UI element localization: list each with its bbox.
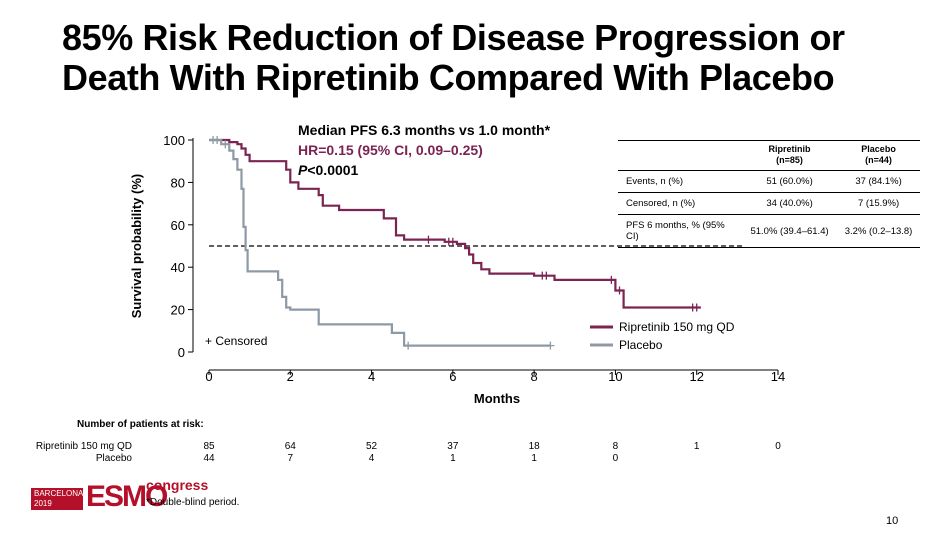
row-label: PFS 6 months, % (95% CI) (626, 220, 725, 242)
row-placebo: 7 (15.9%) (857, 198, 900, 209)
table-header-row: Ripretinib (n=85) Placebo (n=44) (618, 140, 920, 171)
row-placebo: 37 (84.1%) (855, 176, 902, 187)
risk-value: 85 (203, 441, 215, 452)
row-ripretinib: 34 (40.0%) (766, 198, 813, 209)
censor-mark (692, 303, 701, 312)
x-tick-label: 0 (205, 369, 212, 384)
risk-value: 0 (775, 441, 781, 452)
x-axis-title: Months (474, 391, 520, 406)
row-ripretinib: 51 (60.0%) (766, 176, 813, 187)
risk-row-name-ripretinib: Ripretinib 150 mg QD (35, 441, 132, 452)
table-row: Events, n (%) 51 (60.0%) 37 (84.1%) (618, 171, 920, 193)
p-value: <0.0001 (307, 162, 359, 178)
slide-title: 85% Risk Reduction of Disease Progressio… (62, 18, 922, 98)
title-line-2: Death With Ripretinib Compared With Plac… (62, 57, 835, 98)
legend-label-placebo: Placebo (619, 338, 663, 352)
row-label: Events, n (%) (626, 176, 684, 187)
table-row: Censored, n (%) 34 (40.0%) 7 (15.9%) (618, 193, 920, 215)
row-placebo: 3.2% (0.2–13.8) (844, 225, 913, 237)
placebo-curve (209, 138, 551, 347)
ripretinib-curve (209, 138, 701, 309)
logo-year: 2019 (34, 499, 52, 508)
censored-label: + Censored (205, 334, 267, 348)
x-tick-label: 14 (771, 369, 785, 384)
col1-name: Ripretinib (768, 144, 811, 154)
risk-value: 1 (531, 453, 537, 464)
logo-congress: congress (146, 477, 209, 493)
table-header-blank (618, 141, 742, 171)
risk-value: 52 (366, 441, 378, 452)
x-tick-label: 4 (368, 369, 375, 384)
y-tick-label: 20 (171, 303, 185, 318)
table-header-placebo: Placebo (n=44) (837, 141, 920, 171)
x-tick-label: 2 (287, 369, 294, 384)
page-number: 10 (886, 515, 899, 527)
logo-main: ESMO (86, 480, 168, 513)
table-header-ripretinib: Ripretinib (n=85) (742, 141, 837, 171)
censor-mark (607, 275, 616, 284)
y-tick-label: 0 (178, 345, 185, 360)
x-tick-label: 12 (689, 369, 703, 384)
median-pfs-text: Median PFS 6.3 months vs 1.0 month* (298, 122, 551, 138)
col2-name: Placebo (861, 144, 896, 154)
x-tick-label: 8 (531, 369, 538, 384)
risk-value: 4 (368, 453, 375, 464)
y-tick-label: 100 (163, 133, 185, 148)
censor-mark (546, 341, 555, 350)
y-axis-title: Survival probability (%) (129, 174, 144, 318)
risk-value: 44 (203, 453, 215, 464)
title-line-1: 85% Risk Reduction of Disease Progressio… (62, 17, 845, 58)
risk-value: 0 (612, 453, 619, 464)
risk-value: 1 (693, 441, 700, 452)
risk-row-name-placebo: Placebo (95, 453, 132, 464)
x-tick-label: 10 (608, 369, 622, 384)
col1-n: (n=85) (776, 155, 803, 165)
censor-mark (542, 271, 551, 280)
table-row: PFS 6 months, % (95% CI) 51.0% (39.4–61.… (618, 215, 920, 248)
p-prefix: P (298, 162, 308, 178)
censor-mark (213, 136, 222, 144)
legend-label-ripretinib: Ripretinib 150 mg QD (619, 320, 735, 334)
y-tick-label: 60 (171, 218, 185, 233)
stats-box: Median PFS 6.3 months vs 1.0 month* HR=0… (298, 120, 550, 180)
risk-table-title: Number of patients at risk: (77, 419, 204, 430)
x-tick-label: 6 (449, 369, 456, 384)
risk-value: 37 (447, 441, 459, 452)
row-label: Censored, n (%) (626, 198, 696, 209)
logo-city-badge: BARCELONA 2019 (31, 488, 83, 510)
censor-mark (424, 235, 433, 244)
hazard-ratio-text: HR=0.15 (95% CI, 0.09–0.25) (298, 142, 483, 158)
risk-value: 7 (287, 453, 294, 464)
censor-mark (404, 341, 413, 350)
censor-mark (448, 237, 457, 246)
footnote: *Double-blind period. (146, 497, 240, 508)
row-ripretinib: 51.0% (39.4–61.4) (750, 225, 829, 237)
risk-value: 64 (284, 441, 296, 452)
risk-value: 1 (450, 453, 456, 464)
risk-value: 8 (612, 441, 619, 452)
events-table: Ripretinib (n=85) Placebo (n=44) Events, n… (618, 140, 920, 248)
p-value-text: P<0.0001 (298, 160, 550, 180)
censor-mark (615, 286, 624, 295)
y-tick-label: 40 (171, 260, 185, 275)
risk-value: 18 (528, 441, 540, 452)
col2-n: (n=44) (865, 155, 892, 165)
y-tick-label: 80 (171, 175, 185, 190)
logo-city: BARCELONA (34, 489, 84, 498)
censor-mark (221, 140, 230, 149)
